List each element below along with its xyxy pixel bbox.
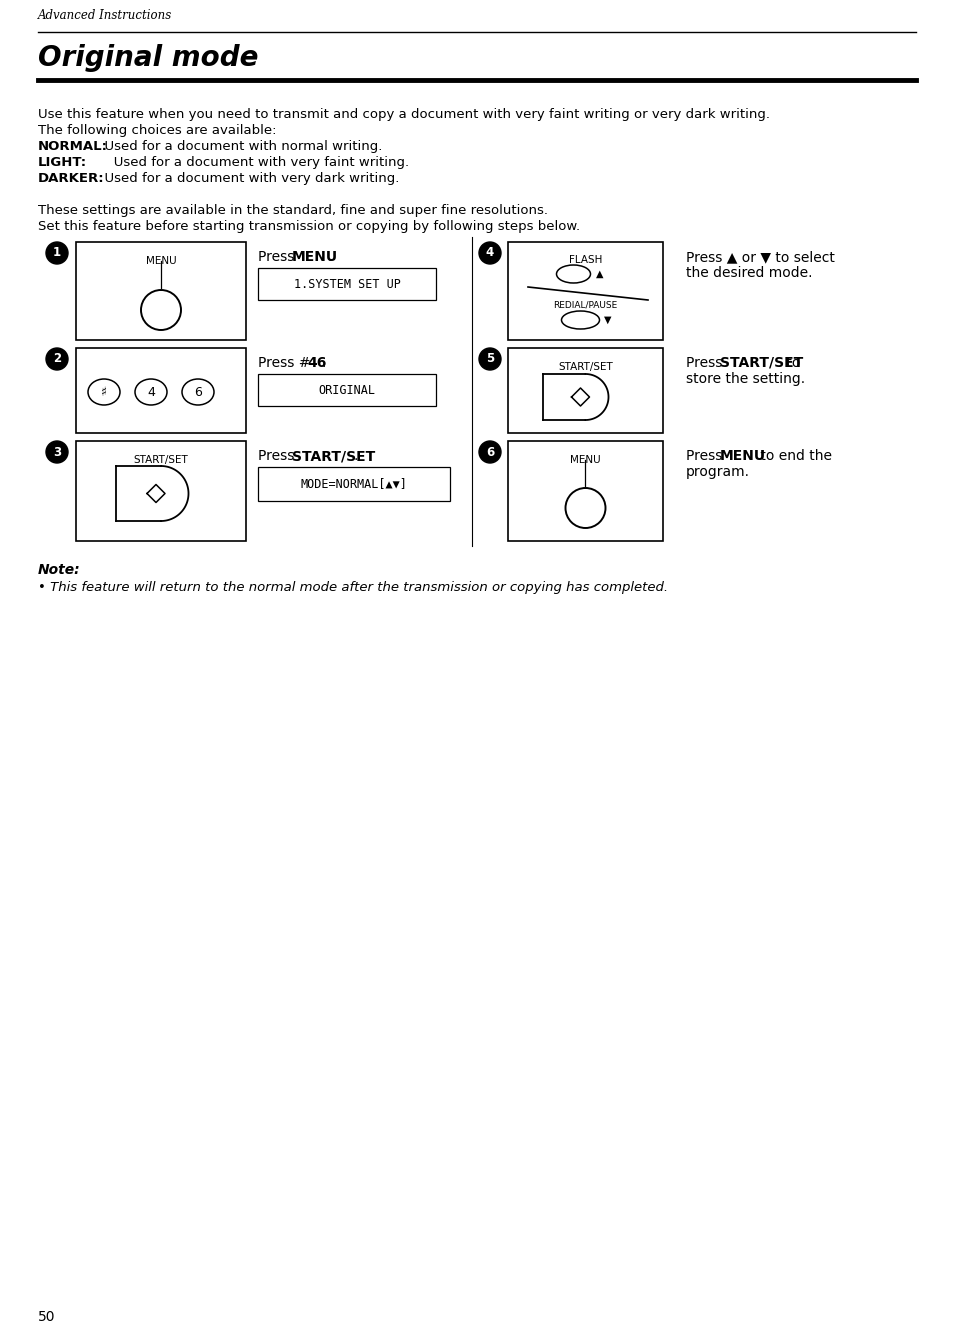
Text: Press: Press (685, 449, 726, 463)
Text: Use this feature when you need to transmit and copy a document with very faint w: Use this feature when you need to transm… (38, 108, 769, 121)
Text: to end the: to end the (755, 449, 831, 463)
Bar (507, 441, 662, 541)
Text: START/SET: START/SET (292, 449, 375, 463)
Text: .: . (354, 449, 358, 463)
Bar (76, 441, 246, 541)
Text: ♯: ♯ (101, 386, 107, 399)
Text: .: . (328, 250, 332, 264)
Text: START/SET: START/SET (558, 362, 612, 372)
Text: .: . (322, 356, 326, 370)
Bar (76, 242, 246, 340)
Text: Press ▲ or ▼ to select: Press ▲ or ▼ to select (685, 250, 834, 264)
Text: Advanced Instructions: Advanced Instructions (38, 9, 172, 21)
Text: ORIGINAL: ORIGINAL (318, 383, 375, 396)
Text: Used for a document with very faint writing.: Used for a document with very faint writ… (84, 156, 409, 170)
Text: 50: 50 (38, 1310, 55, 1324)
Text: REDIAL/PAUSE: REDIAL/PAUSE (553, 300, 617, 310)
Text: the desired mode.: the desired mode. (685, 266, 812, 280)
Text: Press: Press (685, 356, 726, 370)
Text: MODE=NORMAL[▲▼]: MODE=NORMAL[▲▼] (300, 478, 407, 490)
Text: MENU: MENU (146, 256, 176, 266)
Text: MENU: MENU (720, 449, 765, 463)
Text: LIGHT:: LIGHT: (38, 156, 87, 170)
Text: FLASH: FLASH (568, 255, 601, 266)
Text: store the setting.: store the setting. (685, 372, 804, 386)
Text: The following choices are available:: The following choices are available: (38, 124, 276, 138)
Text: 4: 4 (485, 247, 494, 259)
Text: Press #: Press # (257, 356, 310, 370)
Text: DARKER:: DARKER: (38, 172, 105, 186)
Bar (507, 348, 662, 433)
Text: These settings are available in the standard, fine and super fine resolutions.: These settings are available in the stan… (38, 204, 547, 218)
Text: Note:: Note: (38, 563, 81, 577)
Circle shape (46, 441, 68, 463)
Text: Press: Press (257, 250, 298, 264)
Text: 1.SYSTEM SET UP: 1.SYSTEM SET UP (294, 278, 400, 291)
Text: Used for a document with very dark writing.: Used for a document with very dark writi… (96, 172, 399, 186)
Text: START/SET: START/SET (133, 455, 188, 465)
Text: ▼: ▼ (603, 315, 611, 324)
Text: • This feature will return to the normal mode after the transmission or copying : • This feature will return to the normal… (38, 581, 667, 594)
Text: Set this feature before starting transmission or copying by following steps belo: Set this feature before starting transmi… (38, 220, 579, 234)
Bar (257, 268, 436, 300)
Circle shape (478, 348, 500, 370)
Text: MENU: MENU (292, 250, 337, 264)
Text: ▲: ▲ (595, 268, 602, 279)
Text: 46: 46 (307, 356, 326, 370)
Text: START/SET: START/SET (720, 356, 802, 370)
Circle shape (478, 441, 500, 463)
Text: 6: 6 (485, 446, 494, 458)
Bar (507, 242, 662, 340)
Text: program.: program. (685, 465, 749, 479)
Text: to: to (781, 356, 800, 370)
Text: 1: 1 (52, 247, 61, 259)
Text: 4: 4 (147, 386, 154, 399)
Text: 5: 5 (485, 352, 494, 366)
Text: Press: Press (257, 449, 298, 463)
Bar (257, 374, 436, 406)
Circle shape (478, 242, 500, 264)
Circle shape (46, 242, 68, 264)
Text: MENU: MENU (570, 455, 600, 465)
Bar (257, 467, 450, 501)
Text: 2: 2 (52, 352, 61, 366)
Text: 3: 3 (52, 446, 61, 458)
Text: NORMAL:: NORMAL: (38, 140, 108, 154)
Bar (76, 348, 246, 433)
Text: Used for a document with normal writing.: Used for a document with normal writing. (96, 140, 382, 154)
Text: Original mode: Original mode (38, 44, 258, 72)
Circle shape (46, 348, 68, 370)
Text: 6: 6 (193, 386, 202, 399)
